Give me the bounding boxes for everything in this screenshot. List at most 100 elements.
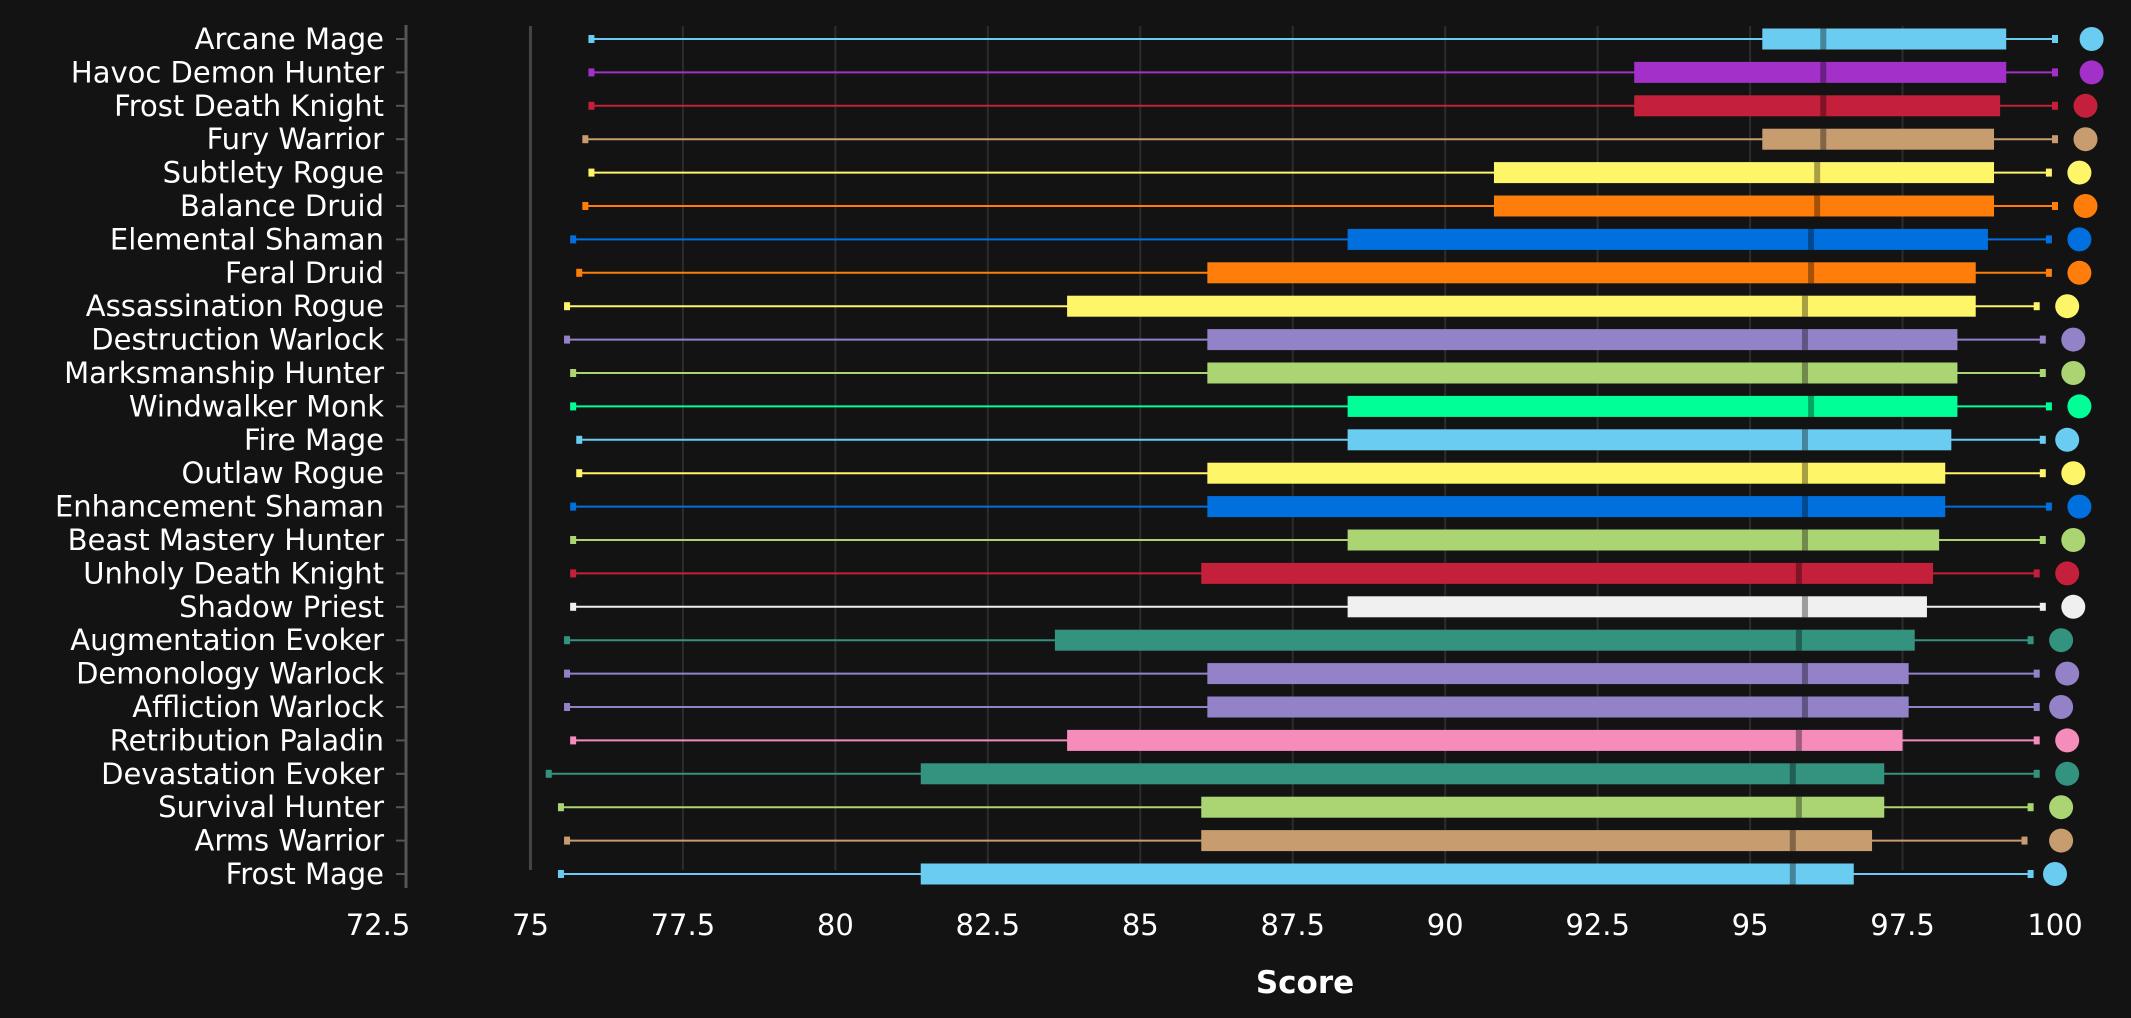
whisker-max-cap [2039,369,2046,377]
series-row [570,227,2092,252]
series-row [582,194,2098,218]
whisker-min-cap [588,35,595,43]
x-tick-label: 80 [817,908,854,942]
category-label: Windwalker Monk [129,389,384,423]
iqr-box [1207,696,1909,718]
whisker-max-cap [2039,335,2046,344]
series-row [570,728,2080,753]
x-tick-label: 75 [512,908,549,942]
iqr-box [1347,395,1958,417]
top-score-dot [2061,461,2086,486]
iqr-box [1201,796,1885,818]
whisker-min-cap [576,268,583,277]
whisker-max-cap [2045,168,2052,177]
x-axis: 72.5 75 77.5 80 82.5 85 87.5 90 92.5 95 97.5 100 [346,908,2083,942]
series-row [588,160,2092,185]
top-score-dot [2061,327,2086,352]
category-label: Devastation Evoker [101,757,384,791]
median-marker [1820,28,1827,50]
whisker-max-cap [2027,636,2034,645]
whisker-min-cap [570,402,577,411]
series-row [545,761,2080,786]
whisker-min-cap [576,469,583,478]
median-marker [1801,429,1808,451]
category-label: Unholy Death Knight [83,556,384,590]
iqr-box [1207,663,1909,685]
series-row [564,294,2080,319]
iqr-box [1347,228,1988,250]
iqr-box [1207,362,1958,384]
iqr-box [1201,562,1934,584]
series-group [545,27,2104,886]
whisker-min-cap [564,335,571,344]
whisker-max-cap [2052,68,2058,77]
whisker-max-cap [2033,302,2040,311]
whisker-max-cap [2045,268,2052,277]
whisker-max-cap [2039,602,2046,611]
category-label: Destruction Warlock [91,323,384,357]
series-row [588,27,2104,51]
top-score-dot [2055,427,2080,452]
whisker-max-cap [2045,502,2052,511]
median-marker [1814,195,1821,217]
whisker-min-cap [570,536,577,544]
top-score-dot [2055,561,2080,586]
whisker-min-cap [570,502,577,511]
whisker-min-cap [576,435,583,444]
iqr-box [1207,462,1946,484]
top-score-dot [2055,294,2080,319]
series-row [564,628,2074,653]
whisker-min-cap [588,168,595,177]
series-row [576,260,2092,285]
series-row [564,661,2080,686]
whisker-min-cap [564,836,571,845]
whisker-max-cap [2033,669,2040,678]
category-label: Augmentation Evoker [70,623,384,657]
series-row [557,862,2067,886]
top-score-dot [2049,795,2074,820]
x-tick-label: 97.5 [1870,908,1935,942]
series-row [570,361,2086,385]
median-marker [1801,696,1808,718]
top-score-dot [2049,828,2074,853]
whisker-min-cap [582,202,589,210]
whisker-max-cap [2052,101,2058,110]
median-marker [1801,596,1808,618]
x-tick-label: 77.5 [651,908,716,942]
top-score-dot [2061,528,2086,552]
top-score-dot [2067,260,2092,285]
category-label: Frost Death Knight [114,89,384,123]
category-label: Demonology Warlock [76,657,384,691]
category-label: Fire Mage [244,423,384,457]
median-marker [1801,329,1808,351]
median-marker [1808,395,1815,417]
series-row [564,828,2074,853]
category-label: Outlaw Rogue [181,456,384,490]
top-score-dot [2067,494,2092,519]
x-tick-label: 87.5 [1260,908,1325,942]
whisker-max-cap [2021,836,2028,845]
x-tick-label: 92.5 [1565,908,1630,942]
top-score-dot [2049,695,2074,719]
iqr-box [1207,262,1976,284]
median-marker [1808,262,1815,284]
median-marker [1801,529,1808,551]
iqr-box [1347,596,1927,618]
category-label: Shadow Priest [179,590,384,624]
whisker-max-cap [2027,803,2034,812]
whisker-min-cap [570,602,577,611]
whisker-max-cap [2052,202,2058,210]
series-row [570,528,2086,552]
category-label: Balance Druid [180,189,384,223]
top-score-dot [2055,661,2080,686]
whisker-min-cap [570,736,577,745]
x-tick-label: 100 [2027,908,2082,942]
top-score-dot [2049,628,2074,653]
median-marker [1814,162,1821,184]
whisker-min-cap [570,235,577,244]
whisker-max-cap [2045,235,2052,244]
series-row [564,327,2086,352]
x-tick-label: 85 [1122,908,1159,942]
whisker-min-cap [564,302,571,311]
